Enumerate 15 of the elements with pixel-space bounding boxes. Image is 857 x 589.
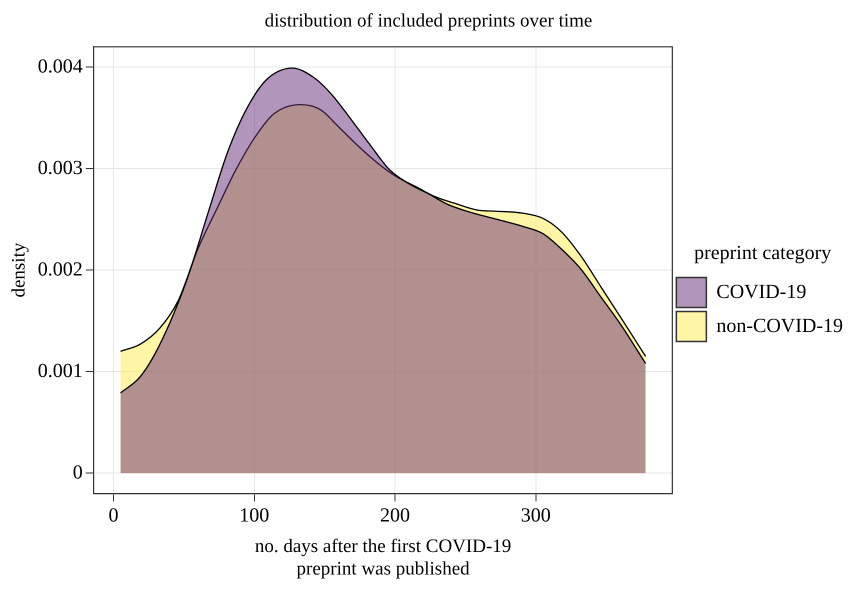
y-tick-label: 0.001 <box>38 360 83 382</box>
y-tick-label: 0.004 <box>38 55 83 78</box>
x-tick-label: 0 <box>108 504 119 527</box>
x-axis-title: no. days after the first COVID-19 preprint was published <box>254 536 512 580</box>
x-tick-label: 300 <box>520 504 551 527</box>
x-tick-label: 200 <box>380 504 410 527</box>
y-tick-label: 0 <box>72 461 83 484</box>
legend-label: COVID-19 <box>716 280 806 303</box>
legend-title: preprint category <box>694 242 832 264</box>
y-tick-label: 0.003 <box>38 156 83 179</box>
y-axis-title: density <box>8 242 30 298</box>
legend-label: non-COVID-19 <box>716 314 844 337</box>
y-tick-label: 0.002 <box>38 258 83 280</box>
chart-title: distribution of included preprints over time <box>264 10 592 32</box>
x-tick-label: 100 <box>239 504 270 527</box>
